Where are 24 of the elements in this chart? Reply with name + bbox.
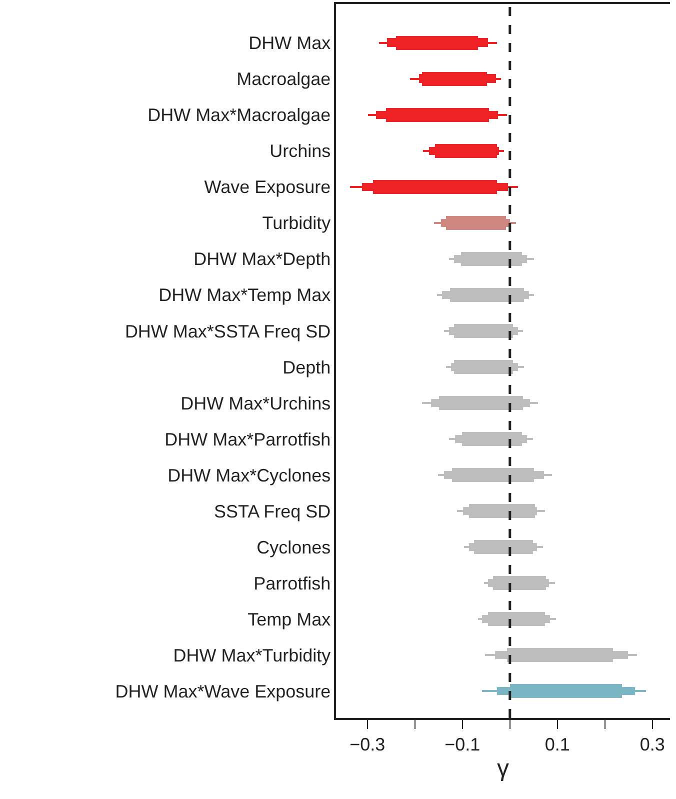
x-tick-label: 0.1 bbox=[544, 734, 570, 754]
y-tick-label: SSTA Freq SD bbox=[214, 501, 331, 522]
y-tick-label: DHW Max*SSTA Freq SD bbox=[124, 321, 331, 342]
y-tick-label: DHW Max*Parrotfish bbox=[164, 429, 331, 450]
y-tick-label: Temp Max bbox=[248, 609, 331, 630]
y-tick-label: DHW Max*Cyclones bbox=[168, 465, 331, 486]
x-tick-label: 0.3 bbox=[640, 734, 665, 754]
y-tick-label: Turbidity bbox=[262, 213, 331, 234]
y-tick-label: DHW Max*Macroalgae bbox=[148, 105, 331, 126]
y-tick-label: Urchins bbox=[270, 141, 331, 162]
y-tick-label: Parrotfish bbox=[254, 573, 331, 594]
y-tick-label: DHW Max*Depth bbox=[194, 249, 331, 270]
x-tick-label: −0.3 bbox=[350, 734, 386, 754]
y-tick-label: DHW Max*Temp Max bbox=[158, 285, 331, 306]
y-tick-label: Depth bbox=[282, 357, 331, 378]
y-tick-label: Macroalgae bbox=[236, 69, 331, 90]
x-tick-label: −0.1 bbox=[444, 734, 480, 754]
y-tick-label: Cyclones bbox=[256, 537, 331, 558]
y-tick-label: Wave Exposure bbox=[204, 177, 331, 198]
y-tick-label: DHW Max bbox=[248, 33, 331, 54]
y-tick-label: DHW Max*Wave Exposure bbox=[115, 681, 331, 702]
y-tick-label: DHW Max*Turbidity bbox=[173, 645, 331, 666]
y-tick-label: DHW Max*Urchins bbox=[180, 393, 331, 414]
x-axis-title: γ bbox=[497, 755, 509, 782]
